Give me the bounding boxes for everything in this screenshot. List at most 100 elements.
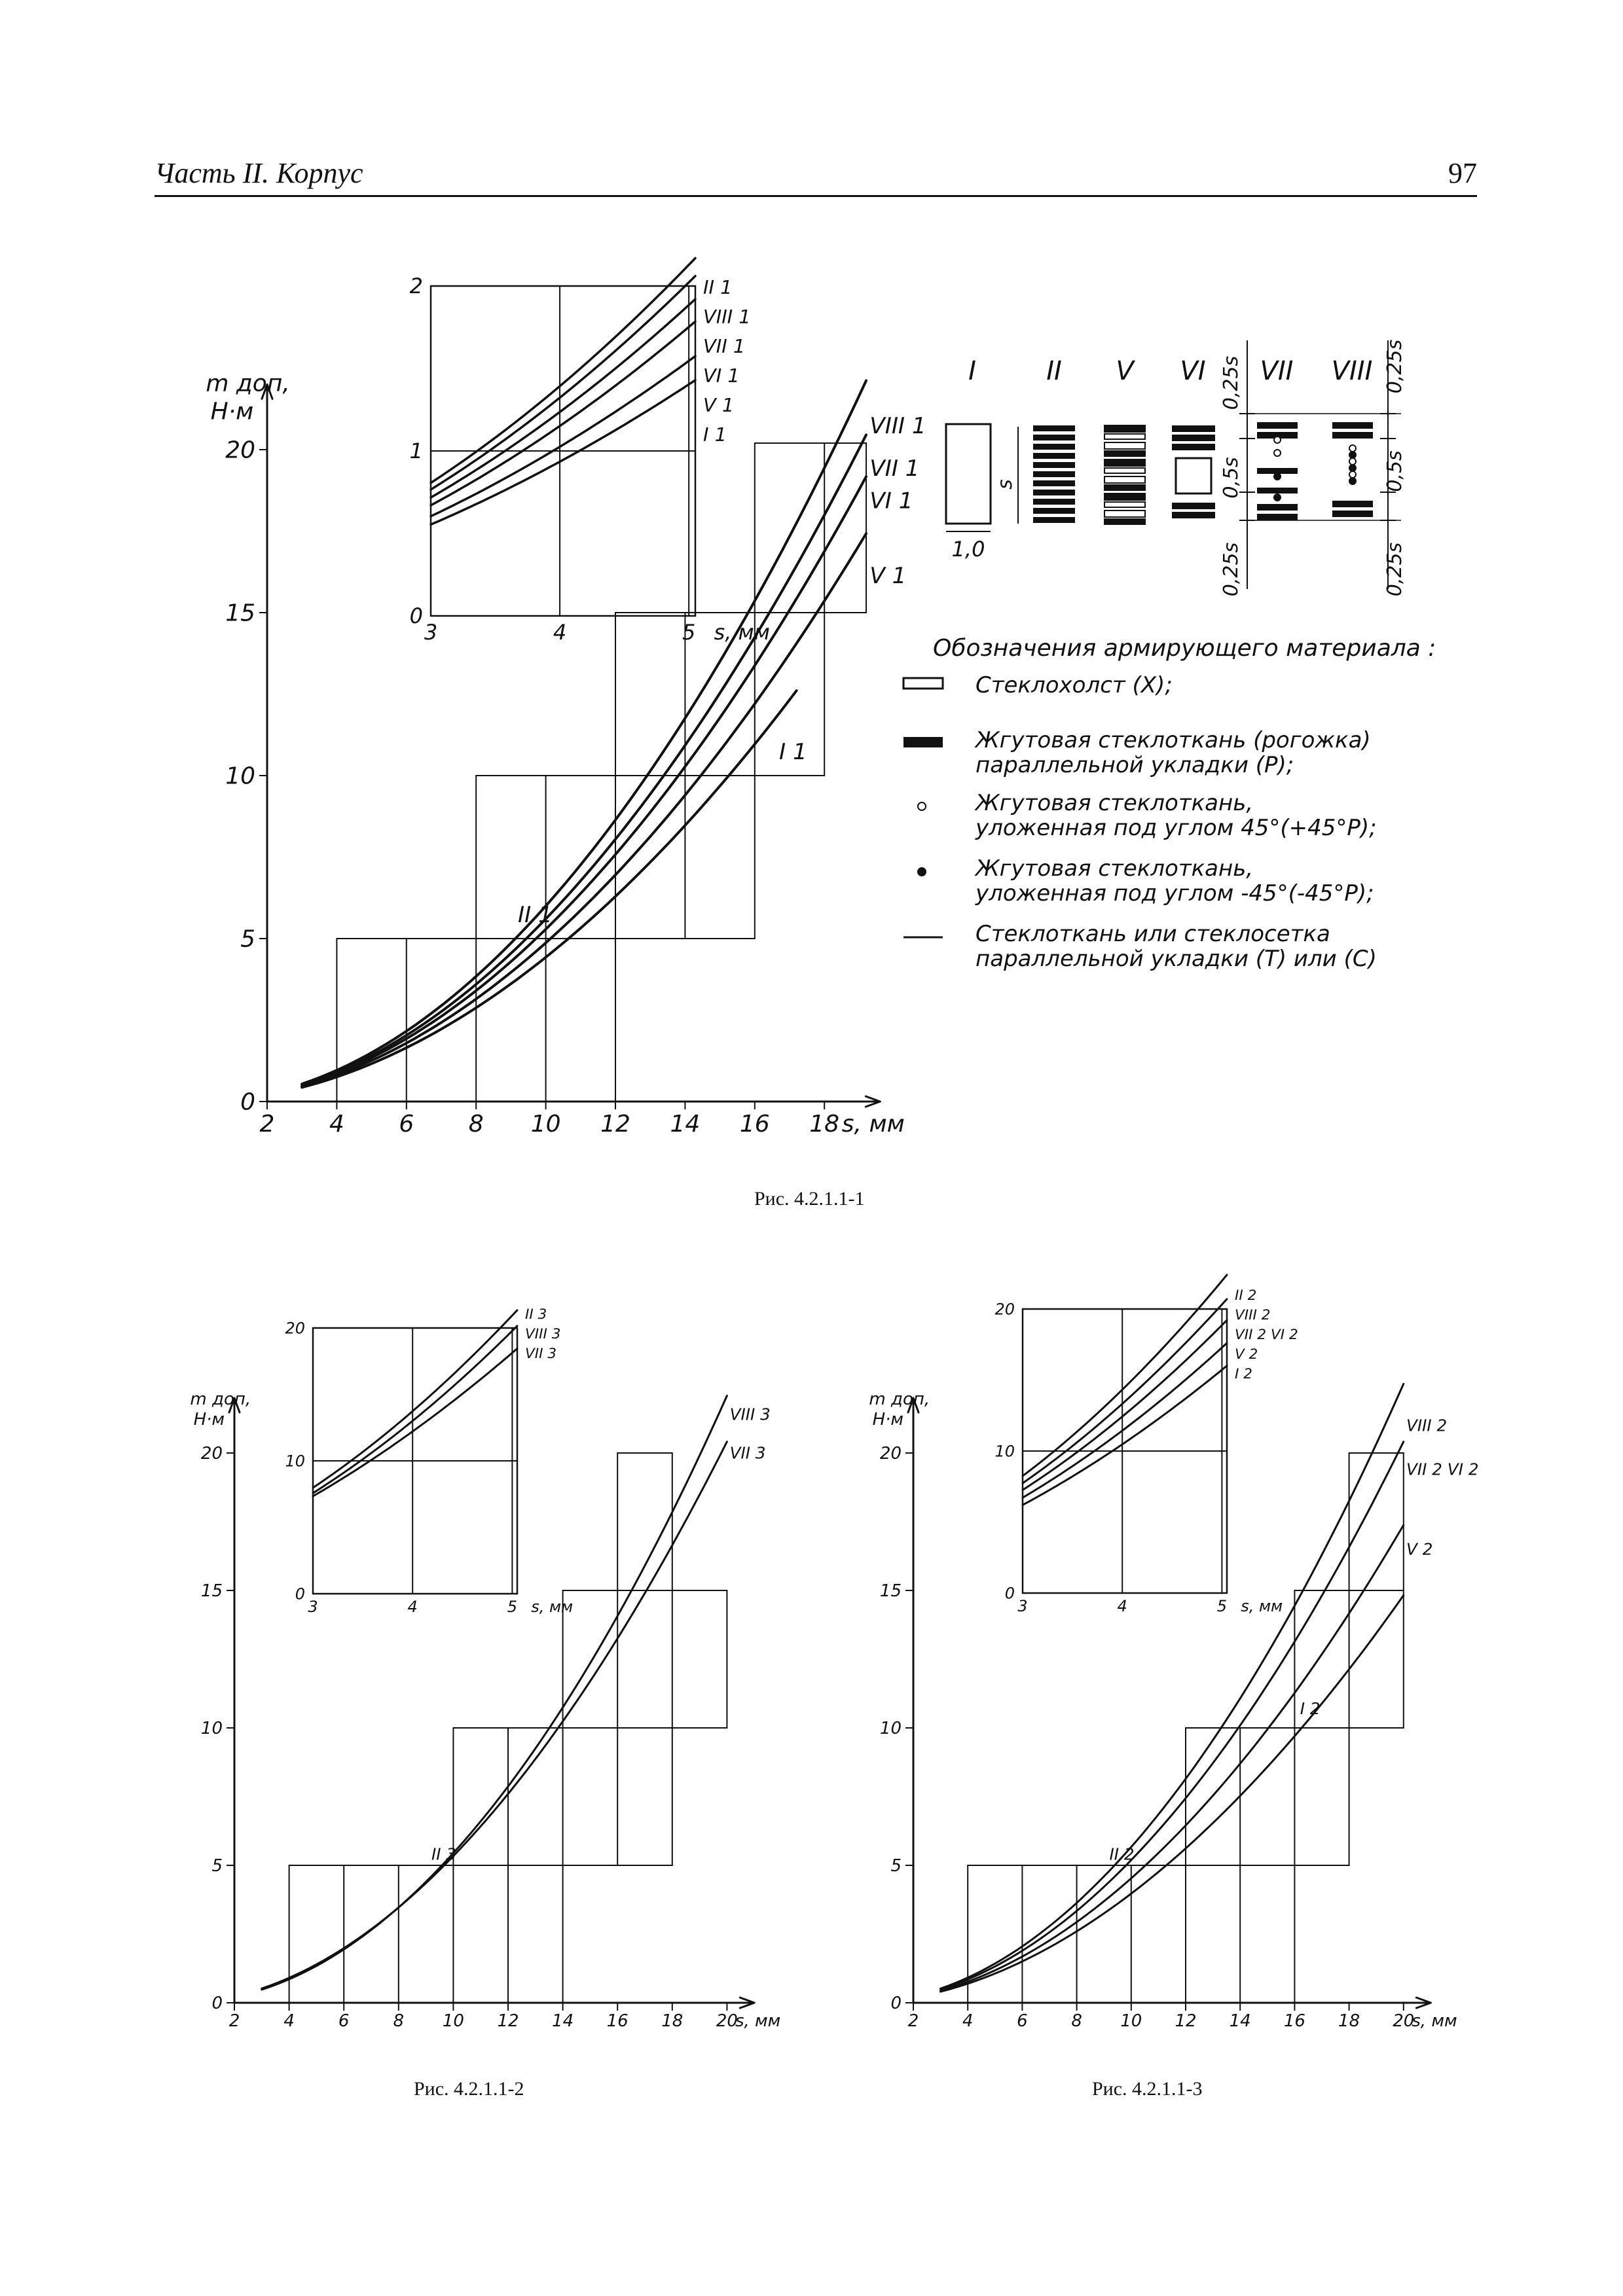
schema-025s-top: 0,25s — [1220, 356, 1243, 410]
schema-VIII-dot — [1349, 451, 1357, 459]
fig3-curve — [939, 1382, 1405, 1990]
fig2-grid-step — [617, 1452, 673, 1591]
fig2-inset-y-tick: 0 — [295, 1585, 305, 1603]
fig3-curve-label: V 2 — [1406, 1539, 1432, 1558]
fig1-y-tick-label: 15 — [225, 600, 255, 627]
fig2-x-tick-label: 2 — [229, 2011, 240, 2031]
fig1-x-tick-label: 10 — [531, 1111, 561, 1138]
fig2-inset-curve-label: II 3 — [525, 1306, 547, 1323]
fig3-grid-step — [1348, 1452, 1404, 1591]
legend-item-line1: Жгутовая стеклоткань (рогожка) — [974, 727, 1371, 753]
schema-VI-bar — [1172, 512, 1215, 518]
fig2-inset-x-label: s, мм — [531, 1598, 573, 1616]
fig1-inset-x-tick: 3 — [424, 620, 437, 645]
fig1-curve-label: II 1 — [518, 902, 553, 928]
schema-label-I: I — [968, 356, 976, 386]
fig2-y-tick-label: 0 — [211, 1994, 223, 2013]
fig1-inset-y-tick: 0 — [410, 603, 423, 628]
fig3-inset-y-tick: 20 — [994, 1300, 1015, 1318]
fig1-x-tick-label: 14 — [670, 1111, 700, 1138]
legend-title: Обозначения армирующего материала : — [933, 635, 1436, 662]
legend-item-line2: уложенная под углом 45°(+45°Р); — [975, 815, 1377, 841]
fig1-curve-label: V 1 — [869, 563, 906, 589]
fig3-y-tick-label: 5 — [890, 1856, 902, 1876]
fig2-x-tick-label: 8 — [393, 2011, 405, 2031]
fig3-curve-label: VII 2 VI 2 — [1406, 1460, 1479, 1479]
schema-label-VI: VI — [1180, 356, 1205, 386]
fig3-curve-label: I 2 — [1300, 1699, 1321, 1718]
fig3-y-tick-label: 20 — [880, 1444, 902, 1463]
fig1-x-tick-label: 6 — [399, 1111, 414, 1138]
fig3-x-tick-label: 16 — [1284, 2011, 1305, 2031]
schema-V-bar — [1104, 442, 1146, 450]
fig2-inset-x-tick: 5 — [507, 1598, 517, 1616]
fig3-x-tick-label: 2 — [908, 2011, 919, 2031]
fig3-x-tick-label: 4 — [962, 2011, 974, 2031]
fig3-y-arrow — [907, 1397, 920, 1414]
schema-025s-top-r: 0,25s — [1383, 340, 1406, 393]
fig2-inset-x-tick: 3 — [308, 1598, 318, 1616]
fig3-inset-curve-label: VIII 2 — [1235, 1307, 1270, 1323]
schema-VIII-open-dot — [1349, 471, 1357, 478]
schema-label-V: V — [1116, 356, 1135, 386]
fig1-curve-label: VII 1 — [869, 456, 919, 482]
legend-symbol-filled-rect — [903, 737, 943, 747]
caption-fig3: Рис. 4.2.1.1-3 — [1092, 2078, 1203, 2100]
schema-V-bar — [1104, 450, 1146, 457]
schema-VII-bar — [1257, 488, 1298, 493]
schema-label-VIII: VIII — [1332, 356, 1373, 386]
fig1-inset-curve — [429, 298, 697, 499]
fig3-curve — [939, 1524, 1405, 1992]
fig2-curve-label: VIII 3 — [730, 1405, 771, 1424]
fig2-y-tick-label: 10 — [201, 1719, 223, 1738]
fig1-x-tick-label: 4 — [329, 1111, 344, 1138]
fig2-curve-label: VII 3 — [730, 1443, 766, 1462]
fig3-y-tick-label: 10 — [880, 1719, 902, 1738]
fig2-grid-step — [562, 1590, 728, 1729]
schema-V-bar — [1104, 476, 1146, 484]
schema-VIII-bar — [1332, 432, 1373, 439]
fig2-inset-x-tick: 4 — [408, 1598, 418, 1616]
fig3-x-tick-label: 12 — [1175, 2011, 1196, 2031]
schema-VIII-open-dot — [1349, 457, 1357, 465]
schema-VI-bar — [1172, 503, 1215, 509]
fig3-inset-curve — [1021, 1319, 1228, 1491]
schema-VII-bar — [1257, 422, 1298, 429]
fig1-curve — [301, 379, 867, 1086]
fig3-curve — [939, 1441, 1405, 1991]
schema-V-bar — [1104, 510, 1146, 518]
fig2-x-tick-label: 18 — [661, 2011, 683, 2031]
fig3-y-axis-unit: Н·м — [873, 1410, 903, 1429]
fig2-x-arrow — [739, 1996, 756, 2009]
schema-VII-bar — [1257, 514, 1298, 520]
fig3-inset-curve-label: V 2 — [1235, 1346, 1258, 1363]
fig1-y-axis-unit: Н·м — [211, 399, 254, 425]
page-number: 97 — [1448, 157, 1477, 189]
fig1-inset-y-tick: 1 — [410, 439, 423, 463]
schema-II-bar — [1033, 480, 1075, 486]
fig2-curve — [261, 1441, 728, 1990]
schema-label-VII: VII — [1260, 356, 1294, 386]
fig3-x-tick-label: 20 — [1393, 2011, 1414, 2031]
fig1-x-tick-label: 2 — [260, 1111, 275, 1138]
fig1-inset-curve — [429, 355, 697, 518]
schema-V-bar — [1104, 467, 1146, 474]
schema-II-bar — [1033, 444, 1075, 450]
fig2-y-arrow — [228, 1397, 241, 1414]
schema-VII-open-dot — [1273, 436, 1281, 444]
fig2-y-tick-label: 20 — [201, 1444, 223, 1463]
schema-025s-bottom: 0,25s — [1220, 543, 1243, 596]
schema-II-bar — [1033, 435, 1075, 440]
fig1-grid-step — [615, 612, 826, 776]
schema-VII-bar — [1257, 468, 1298, 474]
schema-VII-dot — [1273, 493, 1281, 501]
fig2-x-tick-label: 4 — [283, 2011, 295, 2031]
fig1-inset-x-tick: 5 — [682, 620, 695, 645]
fig2-x-tick-label: 6 — [338, 2011, 350, 2031]
fig1-inset-y-tick: 2 — [410, 274, 423, 298]
caption-fig1: Рис. 4.2.1.1-1 — [754, 1188, 865, 1210]
fig1-inset-curve-label: VI 1 — [703, 365, 740, 387]
fig1-inset-curve-label: I 1 — [703, 423, 727, 446]
fig3-y-tick-label: 15 — [880, 1581, 902, 1601]
